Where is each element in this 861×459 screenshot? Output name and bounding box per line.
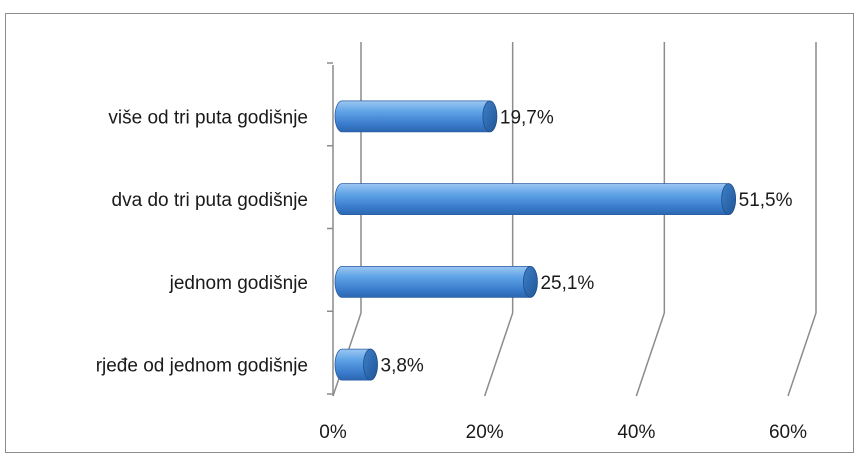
bar — [334, 183, 730, 216]
category-label: jednom godišnje — [169, 273, 308, 294]
data-label: 51,5% — [739, 190, 793, 211]
x-tick-label: 40% — [617, 422, 655, 443]
bar-end-cap — [363, 348, 378, 381]
floor-gridline — [635, 312, 666, 397]
data-label: 19,7% — [500, 107, 554, 128]
bar-end-cap — [721, 183, 737, 216]
bar-end-cap — [523, 265, 538, 298]
data-label: 3,8% — [381, 356, 424, 377]
grid-layer — [327, 42, 817, 397]
x-tick-label: 60% — [769, 422, 807, 443]
category-label: rjeđe od jednom godišnje — [96, 356, 308, 377]
category-label: dva do tri puta godišnje — [112, 190, 308, 211]
category-label: više od tri puta godišnje — [108, 107, 308, 128]
chart-frame — [5, 13, 854, 453]
bar — [334, 265, 531, 298]
bars-layer — [334, 100, 737, 381]
labels-layer: više od tri puta godišnje 19,7% dva do tri… — [96, 107, 807, 443]
x-tick-label: 20% — [466, 422, 504, 443]
bar — [334, 100, 491, 133]
bar — [334, 348, 371, 381]
floor-gridline — [787, 312, 817, 397]
x-tick-label: 0% — [319, 422, 347, 443]
data-label: 25,1% — [540, 273, 594, 294]
floor-gridline — [483, 312, 514, 397]
bar-end-cap — [482, 100, 498, 133]
